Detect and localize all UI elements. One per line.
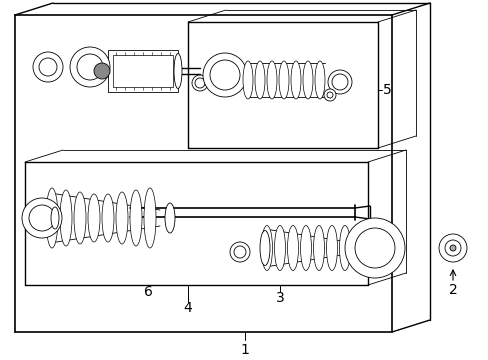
Text: 4: 4 [183, 301, 192, 315]
Circle shape [229, 242, 249, 262]
Ellipse shape [313, 225, 324, 270]
Circle shape [331, 74, 347, 90]
Ellipse shape [130, 190, 142, 246]
Ellipse shape [254, 61, 264, 99]
Text: 2: 2 [447, 283, 456, 297]
Ellipse shape [279, 61, 288, 99]
Circle shape [234, 246, 245, 258]
Ellipse shape [290, 61, 301, 99]
Circle shape [70, 47, 110, 87]
Text: 1: 1 [240, 343, 249, 357]
Ellipse shape [74, 192, 86, 244]
Ellipse shape [243, 61, 252, 99]
Polygon shape [113, 55, 173, 87]
Text: 5: 5 [382, 83, 391, 97]
Circle shape [29, 205, 55, 231]
Ellipse shape [303, 61, 312, 99]
Text: 3: 3 [275, 291, 284, 305]
Ellipse shape [60, 190, 72, 246]
Ellipse shape [326, 225, 337, 270]
Circle shape [449, 245, 455, 251]
Ellipse shape [266, 61, 276, 99]
Ellipse shape [174, 54, 182, 89]
Ellipse shape [143, 188, 156, 248]
Circle shape [444, 240, 460, 256]
Ellipse shape [314, 61, 325, 99]
Circle shape [33, 52, 63, 82]
Circle shape [195, 78, 204, 88]
Circle shape [94, 63, 110, 79]
Circle shape [77, 54, 103, 80]
Circle shape [209, 60, 240, 90]
Ellipse shape [287, 225, 298, 270]
Text: 6: 6 [143, 285, 152, 299]
Ellipse shape [261, 225, 272, 270]
Circle shape [192, 75, 207, 91]
Ellipse shape [164, 203, 175, 233]
Ellipse shape [46, 188, 58, 248]
Circle shape [327, 70, 351, 94]
Circle shape [345, 218, 404, 278]
Ellipse shape [102, 194, 114, 242]
Ellipse shape [274, 225, 285, 270]
Circle shape [438, 234, 466, 262]
Ellipse shape [88, 194, 100, 242]
Circle shape [203, 53, 246, 97]
Circle shape [324, 89, 335, 101]
Ellipse shape [116, 192, 128, 244]
Circle shape [354, 228, 394, 268]
Ellipse shape [260, 230, 269, 266]
Ellipse shape [51, 207, 59, 229]
Ellipse shape [300, 225, 311, 270]
Ellipse shape [339, 225, 350, 270]
Circle shape [22, 198, 62, 238]
Circle shape [39, 58, 57, 76]
Polygon shape [108, 50, 178, 92]
Circle shape [326, 92, 332, 98]
